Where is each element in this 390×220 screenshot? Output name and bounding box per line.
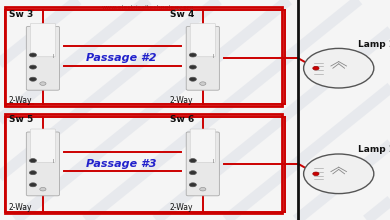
Circle shape bbox=[303, 48, 374, 88]
FancyBboxPatch shape bbox=[314, 61, 323, 76]
Polygon shape bbox=[307, 170, 318, 177]
Text: I: I bbox=[53, 54, 54, 59]
Circle shape bbox=[30, 159, 37, 163]
FancyBboxPatch shape bbox=[186, 26, 219, 90]
FancyBboxPatch shape bbox=[190, 129, 215, 162]
Text: Sw 3: Sw 3 bbox=[9, 10, 33, 19]
Circle shape bbox=[30, 171, 37, 175]
FancyBboxPatch shape bbox=[314, 166, 323, 181]
Circle shape bbox=[30, 183, 37, 187]
Circle shape bbox=[40, 187, 46, 191]
Text: I: I bbox=[213, 54, 214, 59]
Circle shape bbox=[190, 77, 197, 81]
Text: 2-Way: 2-Way bbox=[9, 96, 32, 104]
Text: 2-Way: 2-Way bbox=[170, 96, 193, 104]
Text: Passage #3: Passage #3 bbox=[86, 159, 156, 169]
Circle shape bbox=[190, 53, 197, 57]
Circle shape bbox=[313, 66, 319, 70]
Circle shape bbox=[190, 183, 197, 187]
Circle shape bbox=[313, 172, 319, 176]
Circle shape bbox=[200, 187, 206, 191]
Text: www.electricaltechnology.org: www.electricaltechnology.org bbox=[102, 6, 194, 11]
Circle shape bbox=[40, 82, 46, 85]
Text: Lamp 1: Lamp 1 bbox=[358, 145, 390, 154]
Text: Passage #2: Passage #2 bbox=[86, 53, 156, 63]
Text: 2-Way: 2-Way bbox=[9, 204, 32, 212]
Circle shape bbox=[190, 65, 197, 69]
Text: I: I bbox=[213, 159, 214, 164]
Circle shape bbox=[30, 77, 37, 81]
Circle shape bbox=[303, 154, 374, 194]
Circle shape bbox=[190, 171, 197, 175]
Circle shape bbox=[200, 82, 206, 85]
Circle shape bbox=[30, 53, 37, 57]
FancyBboxPatch shape bbox=[27, 132, 59, 196]
Circle shape bbox=[30, 65, 37, 69]
Text: Sw 4: Sw 4 bbox=[170, 10, 194, 19]
Text: Lamp 1: Lamp 1 bbox=[358, 40, 390, 48]
Circle shape bbox=[190, 159, 197, 163]
Text: Sw 5: Sw 5 bbox=[9, 116, 33, 124]
FancyBboxPatch shape bbox=[186, 132, 219, 196]
Text: I: I bbox=[53, 159, 54, 164]
FancyBboxPatch shape bbox=[30, 23, 55, 57]
FancyBboxPatch shape bbox=[190, 23, 215, 57]
FancyBboxPatch shape bbox=[30, 129, 55, 162]
FancyBboxPatch shape bbox=[27, 26, 59, 90]
Text: 2-Way: 2-Way bbox=[170, 204, 193, 212]
Polygon shape bbox=[307, 65, 318, 72]
Text: Sw 6: Sw 6 bbox=[170, 116, 194, 124]
